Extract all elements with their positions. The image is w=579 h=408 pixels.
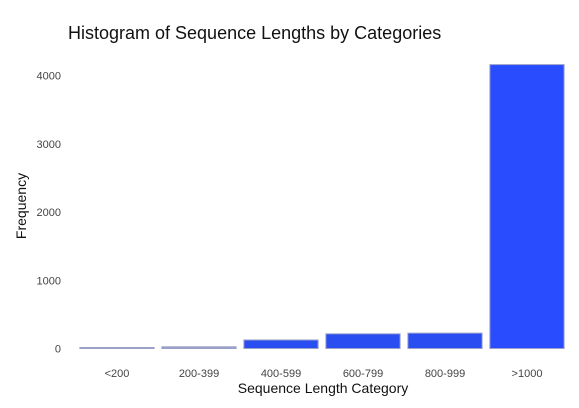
bar-1 (161, 346, 237, 350)
y-tick-label: 0 (55, 344, 61, 356)
x-tick-label: 600-799 (343, 368, 383, 380)
x-tick-label: 200-399 (179, 368, 219, 380)
x-tick-label: <200 (105, 368, 130, 380)
bar-5 (489, 64, 565, 350)
x-axis-label: Sequence Length Category (238, 380, 408, 396)
y-tick-label: 1000 (37, 275, 61, 287)
x-tick-label: >1000 (512, 368, 543, 380)
y-axis-label: Frequency (13, 173, 29, 239)
bar-3 (325, 333, 401, 349)
x-tick-label: 400-599 (261, 368, 301, 380)
bars-group (79, 64, 565, 350)
bar-2 (243, 339, 319, 350)
x-tick-labels: <200 200-399 400-599 600-799 800-999 >1000 (105, 368, 543, 380)
x-tick-label: 800-999 (425, 368, 465, 380)
bar-0 (79, 347, 155, 349)
chart-title: Histogram of Sequence Lengths by Categor… (68, 23, 441, 43)
y-tick-labels: 0 1000 2000 3000 4000 (37, 71, 61, 356)
y-tick-label: 4000 (37, 71, 61, 83)
bar-4 (407, 332, 483, 350)
y-tick-label: 3000 (37, 139, 61, 151)
y-tick-label: 2000 (37, 207, 61, 219)
